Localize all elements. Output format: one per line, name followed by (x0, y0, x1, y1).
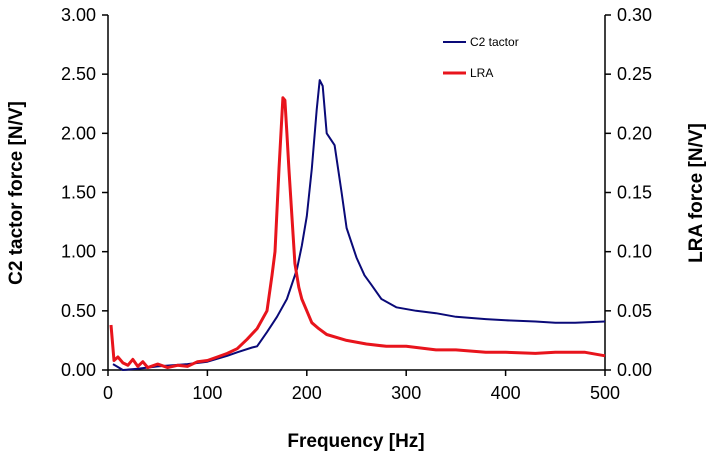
y-tick-label: 0.00 (61, 360, 96, 380)
y2-tick-label: 0.30 (617, 5, 652, 25)
x-tick-label: 200 (292, 383, 322, 403)
series-line-c2-tactor (112, 79, 606, 371)
y-tick-label: 0.50 (61, 301, 96, 321)
legend-label-c2-tactor: C2 tactor (470, 35, 519, 49)
y2-tick-label: 0.15 (617, 183, 652, 203)
x-tick-label: 100 (192, 383, 222, 403)
series-line-lra (109, 96, 606, 370)
y-tick-label: 3.00 (61, 5, 96, 25)
y2-tick-label: 0.25 (617, 64, 652, 84)
y-axis-label: C2 tactor force [N/V] (6, 101, 27, 285)
x-tick-label: 0 (103, 383, 113, 403)
y-tick-label: 2.50 (61, 64, 96, 84)
x-tick-label: 400 (491, 383, 521, 403)
y2-axis-label: LRA force [N/V] (686, 123, 707, 263)
legend-label-lra: LRA (470, 66, 493, 80)
y2-tick-label: 0.10 (617, 242, 652, 262)
x-tick-label: 300 (391, 383, 421, 403)
y-tick-label: 2.00 (61, 123, 96, 143)
y2-tick-label: 0.20 (617, 123, 652, 143)
x-axis-label: Frequency [Hz] (287, 431, 424, 452)
y2-tick-label: 0.05 (617, 301, 652, 321)
y2-tick-label: 0.00 (617, 360, 652, 380)
y-tick-label: 1.50 (61, 183, 96, 203)
y-tick-label: 1.00 (61, 242, 96, 262)
x-tick-label: 500 (590, 383, 620, 403)
